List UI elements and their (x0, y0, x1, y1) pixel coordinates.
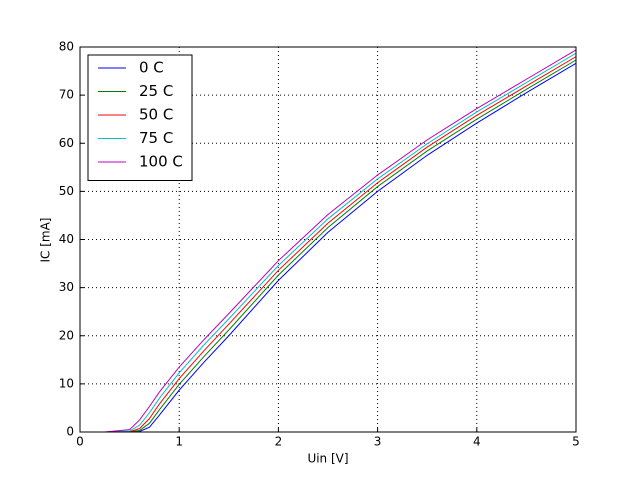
x-axis-label: Uin [V] (307, 452, 348, 466)
y-tick-label: 30 (59, 280, 74, 294)
x-tick-label: 4 (473, 435, 481, 449)
legend-text: 25 C (139, 82, 173, 100)
series-line (80, 52, 577, 433)
y-tick-label: 50 (59, 184, 74, 198)
y-axis-label: IC [mA] (39, 218, 53, 263)
series-line (80, 49, 577, 433)
series-line (80, 59, 577, 433)
series-line (80, 56, 577, 433)
legend-text: 0 C (139, 59, 164, 77)
x-tick-label: 1 (175, 435, 183, 449)
y-tick-label: 20 (59, 328, 74, 342)
y-tick-label: 80 (59, 40, 74, 54)
legend-text: 100 C (139, 153, 183, 171)
y-tick-label: 10 (59, 376, 74, 390)
y-tick-label: 70 (59, 88, 74, 102)
x-tick-label: 5 (572, 435, 580, 449)
x-tick-label: 3 (374, 435, 382, 449)
x-tick-label: 0 (76, 435, 84, 449)
legend-text: 50 C (139, 106, 173, 124)
y-tick-label: 0 (66, 425, 74, 439)
y-tick-label: 40 (59, 232, 74, 246)
legend-text: 75 C (139, 129, 173, 147)
plot-frame (79, 46, 577, 433)
x-tick-label: 2 (275, 435, 283, 449)
y-tick-label: 60 (59, 136, 74, 150)
legend-box (87, 54, 193, 181)
